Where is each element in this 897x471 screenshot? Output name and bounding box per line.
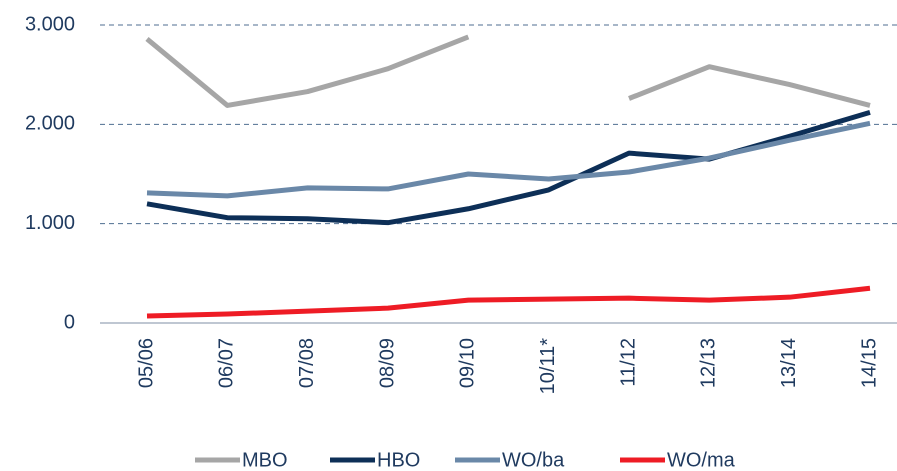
series-line [146,285,871,319]
series-line [146,110,871,226]
x-tick-label: 12/13 [698,338,720,388]
legend-label: HBO [377,449,420,471]
series-line [145,34,470,108]
x-tick-label: 11/12 [617,338,639,387]
x-tick-label: 05/06 [135,338,157,388]
x-tick-label: 09/10 [457,338,479,388]
x-tick-label: 08/09 [376,338,398,388]
y-tick-label: 2.000 [25,113,75,135]
legend-label: WO/ba [502,449,565,471]
x-tick-label: 13/14 [778,338,800,388]
series-line [146,120,871,199]
x-tick-label: 07/08 [296,338,318,388]
x-tick-label: 06/07 [216,338,238,388]
y-tick-label: 1.000 [25,212,75,234]
series-line [628,64,871,108]
legend-label: MBO [242,449,288,471]
x-tick-label: 14/15 [858,338,880,388]
y-tick-label: 0 [64,311,75,333]
legend-label: WO/ma [667,449,736,471]
y-tick-label: 3.000 [25,13,75,35]
x-tick-label: 10/11* [537,338,559,395]
